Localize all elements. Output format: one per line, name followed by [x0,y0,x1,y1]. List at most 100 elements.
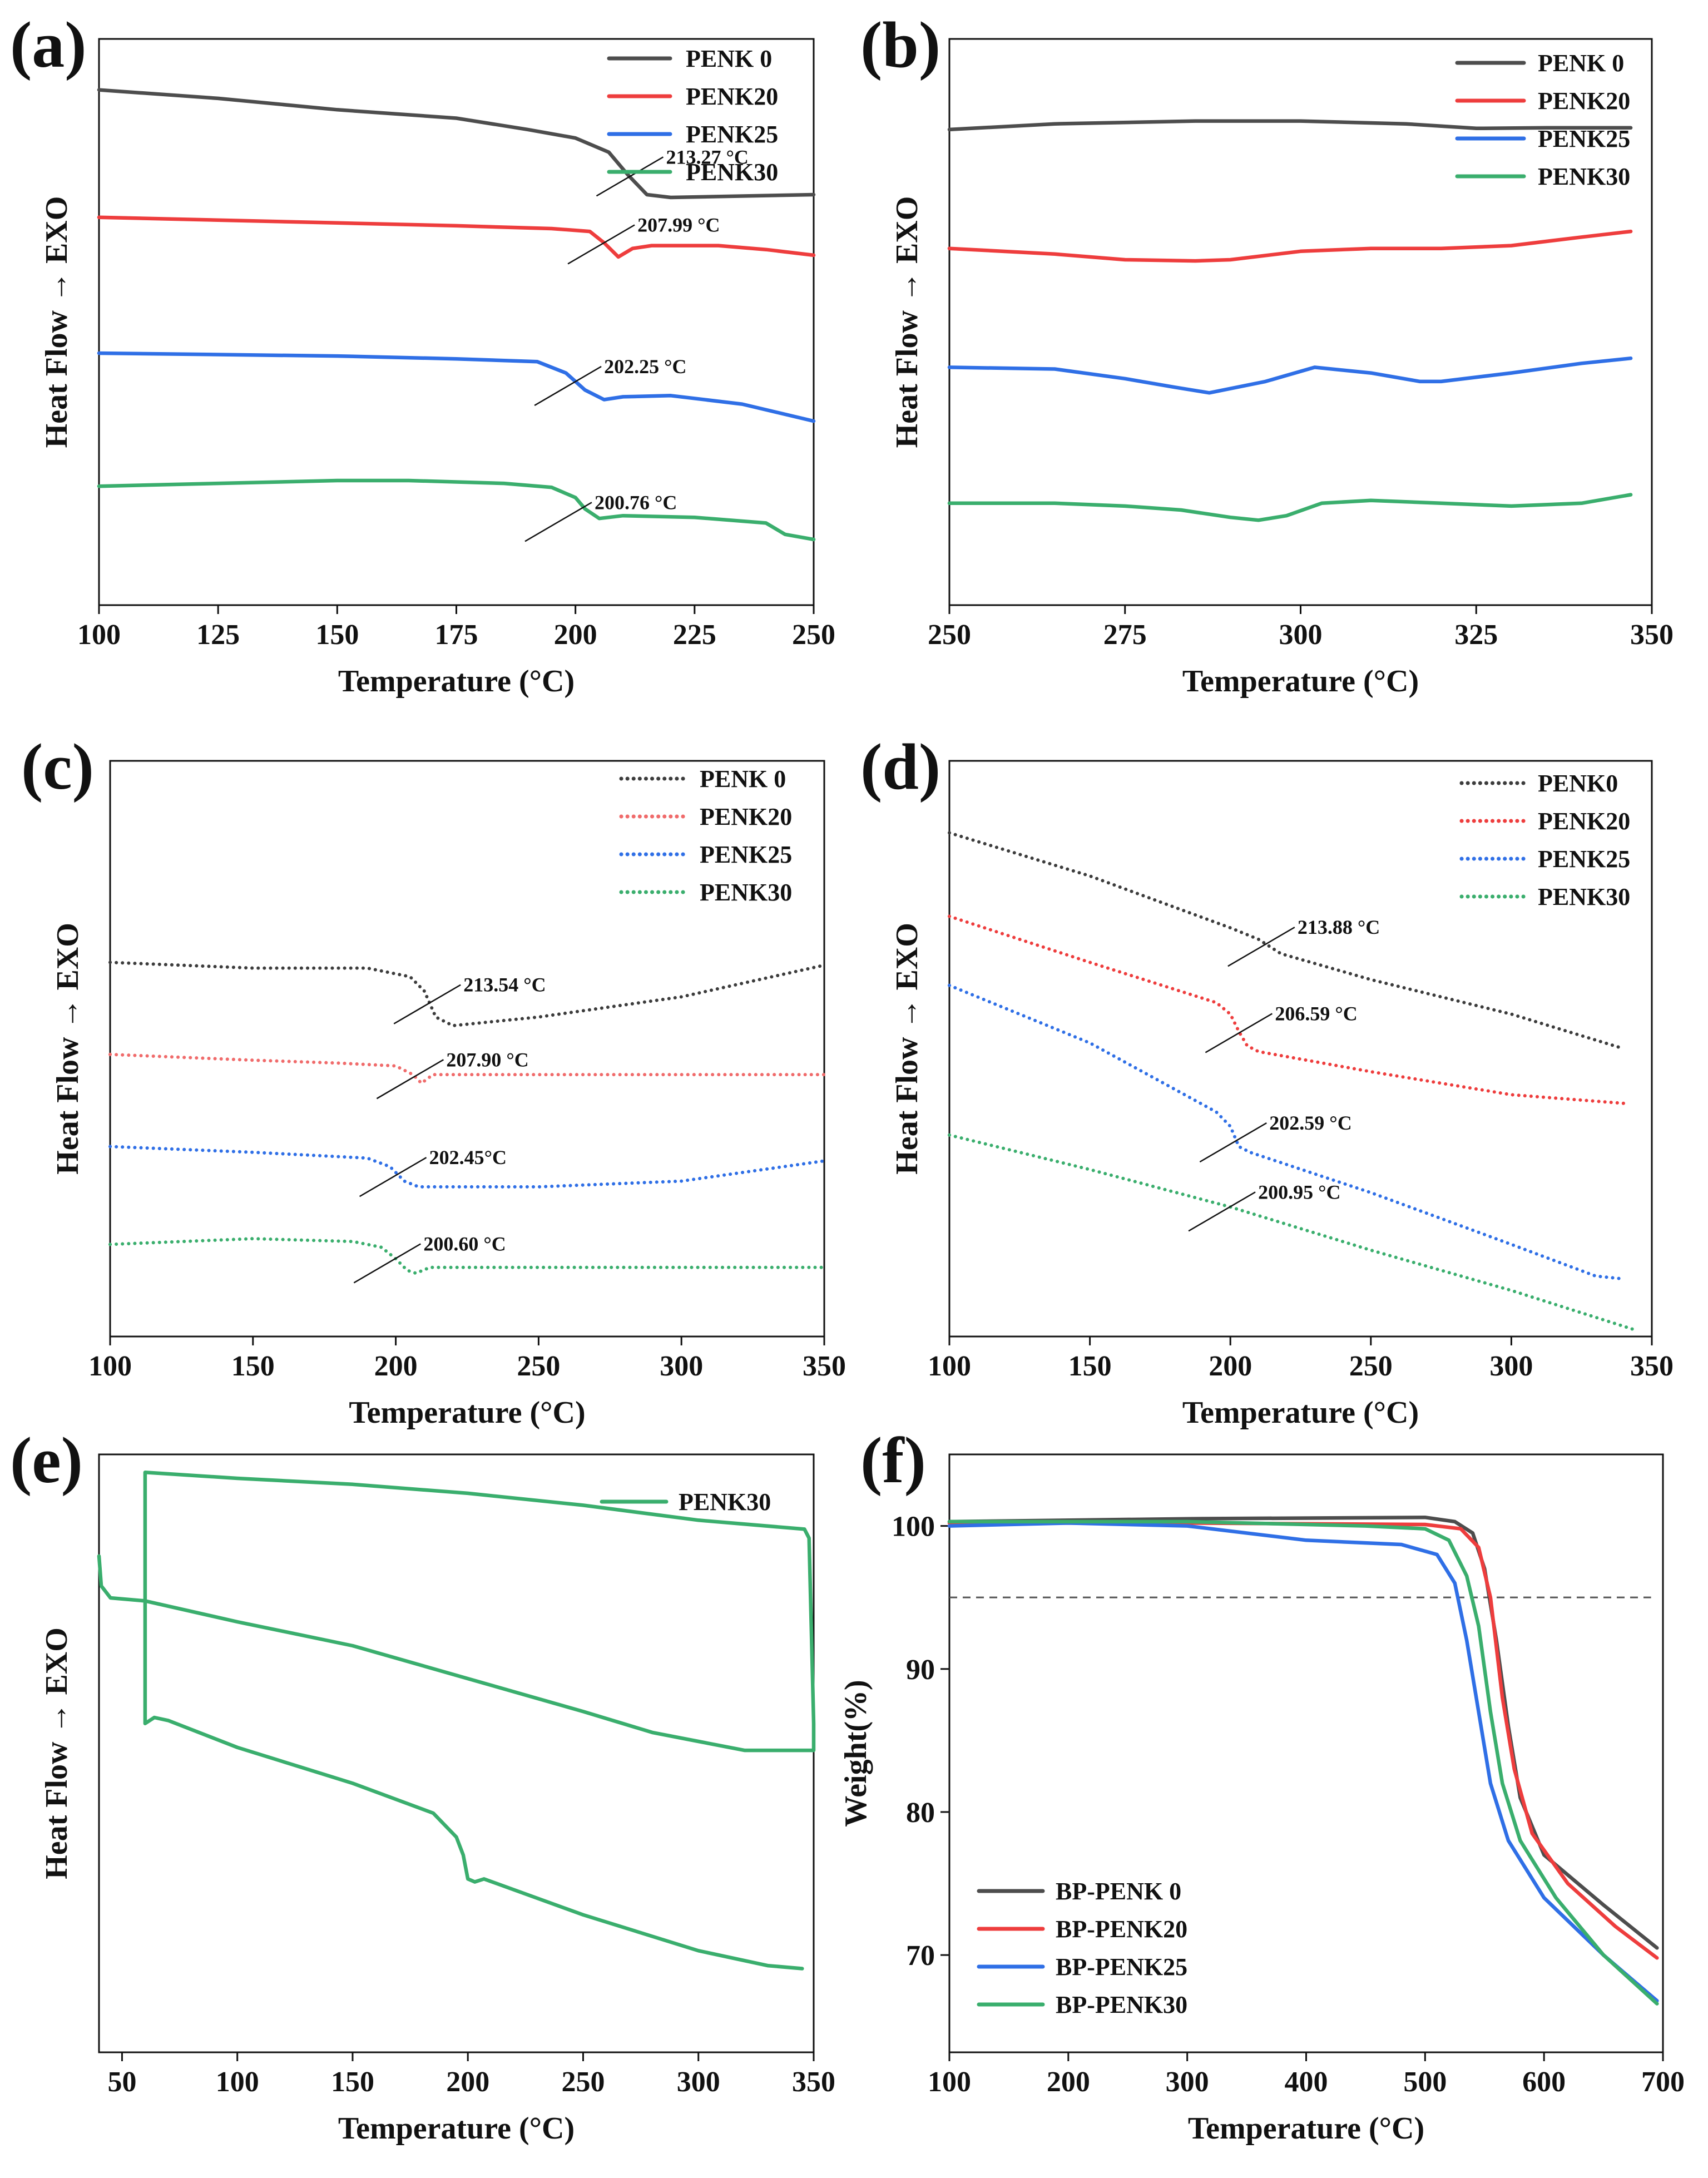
series-line-penk30 [948,1133,1640,1333]
x-tick-label: 50 [107,2066,136,2098]
annotation-marker [534,365,602,407]
series-line-bp-penk25 [947,1521,1659,2003]
x-axis-title: Temperature (°C) [1182,1395,1419,1430]
series-line-penk20 [108,1052,826,1085]
legend-label: BP-PENK25 [1056,1953,1187,1981]
series-line-bp-penk30 [947,1519,1659,2006]
x-tick-label: 350 [1630,619,1674,651]
legend-label: PENK25 [1538,125,1630,152]
x-tick-label: 100 [77,619,121,651]
x-axis-title: Temperature (°C) [1188,2111,1424,2146]
x-tick-label: 250 [928,619,971,651]
annotation-label: 200.60 °C [423,1232,506,1255]
legend-label: BP-PENK 0 [1056,1878,1181,1905]
x-tick-label: 225 [673,619,716,651]
series-line-penk25 [97,351,816,423]
series-line-penk-0 [97,88,816,200]
legend-label: PENK30 [1538,163,1630,190]
x-tick-label: 200 [374,1350,418,1382]
x-tick-label: 600 [1522,2066,1566,2098]
x-tick-label: 300 [660,1350,703,1382]
y-axis-title: Weight(%) [839,1680,873,1826]
x-tick-label: 250 [792,619,835,651]
legend-label: PENK20 [700,803,792,830]
series-line-bp-penk20 [947,1521,1659,1960]
y-axis-title: Heat Flow → EXO [51,923,85,1175]
y-tick-label: 100 [892,1511,935,1543]
annotation-label: 200.95 °C [1258,1181,1340,1203]
legend-label: PENK 0 [686,45,772,72]
y-tick-label: 90 [906,1654,935,1686]
legend-label: PENK20 [1538,87,1630,115]
chart-panel-a: 100 125 150 175 200 225 250 Temperature (°C) Hea… [10,8,835,699]
annotation-marker [393,984,461,1024]
x-tick-label: 200 [1209,1350,1252,1382]
annotation-label: 202.45°C [429,1146,507,1169]
annotation-marker [524,502,592,542]
annotation-label: 213.88 °C [1298,916,1380,938]
series-line-penk20 [97,215,816,259]
series-line-penk30 [108,1237,826,1275]
y-axis-title: Heat Flow → EXO [890,923,924,1175]
legend-label: PENK20 [686,83,778,110]
x-tick-label: 100 [928,1350,971,1382]
annotation-marker [567,224,635,265]
series-line-penk-0 [947,119,1633,132]
x-tick-label: 100 [928,2066,971,2098]
series-line-penk25 [947,356,1633,395]
series-line-penk30 [97,1471,816,1971]
x-tick-label: 150 [315,619,359,651]
annotation-label: 213.54 °C [463,974,546,996]
series-line-penk25 [948,983,1626,1281]
panel-label: (e) [10,1424,83,1497]
chart-panel-f: 100 200 300 400 500 600 700 70 80 90 100 Temperatur… [839,1424,1685,2146]
legend-label: PENK 0 [1538,50,1624,77]
panel-label: (c) [21,730,94,803]
plot-frame [948,760,1653,1338]
x-tick-label: 325 [1454,619,1498,651]
y-axis-title: Heat Flow → EXO [890,196,924,448]
x-axis-title: Temperature (°C) [338,2111,575,2146]
series-line-penk30 [97,478,816,542]
x-tick-label: 350 [1630,1350,1674,1382]
annotation-label: 200.76 °C [595,491,677,513]
x-tick-label: 175 [435,619,478,651]
x-tick-label: 300 [1489,1350,1533,1382]
annotation-marker [1199,1122,1267,1163]
x-tick-label: 300 [1279,619,1323,651]
x-axis-title: Temperature (°C) [1182,664,1419,699]
legend-label: PENK0 [1538,770,1618,797]
x-axis-title: Temperature (°C) [338,664,575,699]
x-tick-label: 125 [196,619,240,651]
x-tick-label: 350 [792,2066,835,2098]
x-tick-label: 200 [554,619,597,651]
annotation-marker [376,1059,444,1100]
legend-label: PENK20 [1538,808,1630,835]
series-line-penk0 [948,831,1626,1051]
annotation-marker [1205,1013,1273,1053]
annotation-label: 207.99 °C [637,214,720,236]
chart-panel-e: 50 100 150 200 250 300 350 Temperature (°C) Heat… [10,1424,835,2146]
legend-label: PENK25 [686,121,778,148]
panel-label: (f) [860,1424,926,1497]
legend-label: PENK30 [686,159,778,186]
series-line-penk30 [947,493,1633,522]
panel-label: (b) [860,8,940,81]
y-tick-label: 80 [906,1797,935,1829]
legend-label: PENK 0 [700,765,786,793]
panel-label: (d) [860,730,940,803]
chart-panel-d: 100 150 200 250 300 350 Temperature (°C) Heat F… [860,730,1674,1430]
x-tick-label: 200 [1047,2066,1090,2098]
x-tick-label: 150 [1068,1350,1112,1382]
legend-label: BP-PENK30 [1056,1991,1187,2018]
y-tick-label: 70 [906,1940,935,1972]
x-tick-label: 200 [446,2066,489,2098]
annotation-label: 213.27 °C [666,146,748,168]
legend-label: PENK30 [1538,883,1630,910]
series-line-penk25 [108,1145,826,1189]
x-tick-label: 700 [1641,2066,1685,2098]
x-tick-label: 250 [1349,1350,1393,1382]
series-line-penk20 [947,229,1633,263]
x-tick-label: 250 [517,1350,560,1382]
